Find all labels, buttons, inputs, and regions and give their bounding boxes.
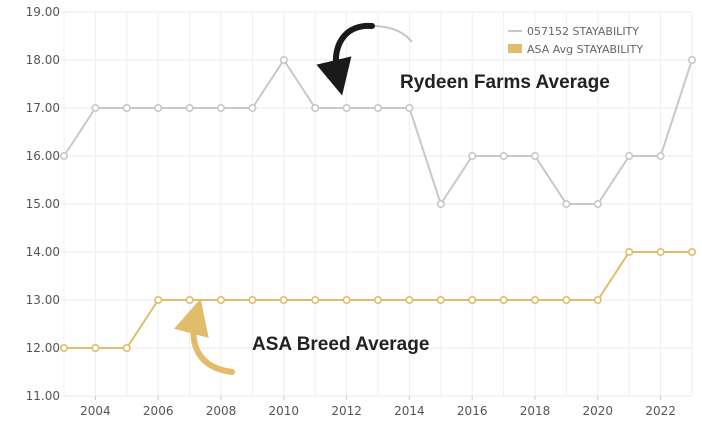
y-tick-label: 14.00	[26, 245, 60, 259]
x-tick-label: 2020	[583, 404, 614, 418]
y-tick-label: 15.00	[26, 197, 60, 211]
data-point	[530, 295, 539, 304]
data-point	[530, 152, 539, 161]
data-point	[342, 104, 351, 113]
data-point	[593, 295, 602, 304]
data-point	[342, 295, 351, 304]
y-tick-label: 11.00	[26, 389, 60, 403]
data-point	[562, 200, 571, 209]
data-point	[436, 295, 445, 304]
data-point	[499, 152, 508, 161]
data-point	[687, 55, 696, 64]
x-tick-label: 2012	[331, 404, 362, 418]
y-tick-label: 18.00	[26, 53, 60, 67]
asa-arrow-icon	[173, 298, 235, 375]
data-point	[593, 200, 602, 209]
data-point	[59, 152, 68, 161]
legend-label: 057152 STAYABILITY	[527, 25, 639, 38]
data-point	[499, 295, 508, 304]
data-point	[625, 152, 634, 161]
data-point	[248, 295, 257, 304]
data-point	[122, 343, 131, 352]
y-tick-label: 17.00	[26, 101, 60, 115]
grid-lines	[63, 11, 693, 397]
rydeen-arrow-tail	[371, 25, 413, 43]
data-point	[468, 295, 477, 304]
data-point	[217, 295, 226, 304]
data-point	[405, 295, 414, 304]
x-tick-label: 2004	[80, 404, 111, 418]
data-point	[59, 343, 68, 352]
data-point	[405, 104, 414, 113]
data-point	[373, 104, 382, 113]
legend-swatch	[508, 44, 522, 53]
data-point	[185, 104, 194, 113]
rydeen-arrow-icon	[316, 22, 375, 96]
data-point	[91, 104, 100, 113]
data-point	[91, 343, 100, 352]
data-point	[562, 295, 571, 304]
y-tick-label: 12.00	[26, 341, 60, 355]
data-point	[656, 152, 665, 161]
x-tick-label: 2022	[645, 404, 676, 418]
data-point	[625, 248, 634, 257]
x-tick-label: 2018	[520, 404, 551, 418]
x-tick-label: 2006	[143, 404, 174, 418]
data-point	[154, 104, 163, 113]
y-axis: 11.00 12.00 13.00 14.00 15.00 16.00 17.00 18.00…	[26, 5, 60, 403]
data-point	[656, 248, 665, 257]
data-point	[122, 104, 131, 113]
legend: 057152 STAYABILITY ASA Avg STAYABILITY	[508, 25, 643, 56]
data-point	[687, 248, 696, 257]
data-point	[154, 295, 163, 304]
y-tick-label: 16.00	[26, 149, 60, 163]
x-tick-label: 2016	[457, 404, 488, 418]
data-point	[248, 104, 257, 113]
data-point	[311, 295, 320, 304]
data-point	[373, 295, 382, 304]
data-point	[279, 55, 288, 64]
asa-breed-average-label: ASA Breed Average	[252, 334, 430, 355]
rydeen-farms-average-label: Rydeen Farms Average	[400, 72, 610, 93]
data-point	[436, 200, 445, 209]
data-point	[185, 295, 194, 304]
legend-label: ASA Avg STAYABILITY	[527, 43, 643, 56]
data-point	[279, 295, 288, 304]
data-point	[311, 104, 320, 113]
x-tick-label: 2010	[269, 404, 300, 418]
x-tick-label: 2008	[206, 404, 237, 418]
x-tick-label: 2014	[394, 404, 425, 418]
y-tick-label: 13.00	[26, 293, 60, 307]
x-axis: 2004 2006 2008 2010 2012 2014 2016 2018 2020 2022	[80, 396, 676, 418]
y-tick-label: 19.00	[26, 5, 60, 19]
data-point	[217, 104, 226, 113]
data-point	[468, 152, 477, 161]
